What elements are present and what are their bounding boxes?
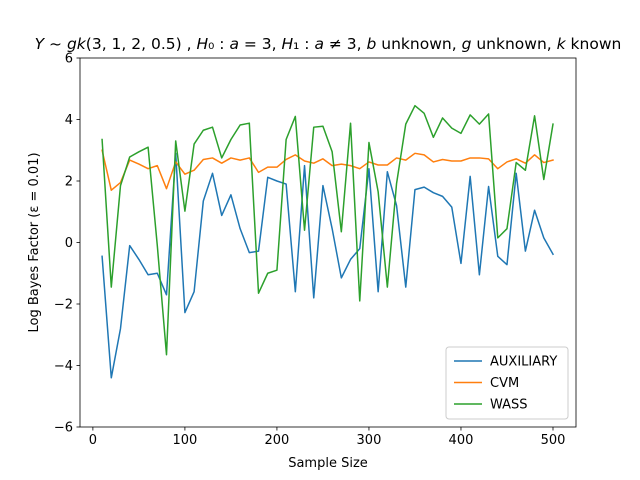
y-tick-label: 2 [65,175,73,190]
plot-layer [101,104,555,379]
x-tick-label: 300 [357,433,382,448]
legend-layer: AUXILIARY CVM WASS [445,346,569,420]
y-axis-label: Log Bayes Factor (ε = 0.01) [27,152,42,332]
x-tick-label: 500 [541,433,566,448]
x-tick-label: 100 [172,433,197,448]
chart-title: Y ~ gk(3, 1, 2, 0.5) , H₀ : a = 3, H₁ : … [35,35,622,53]
y-tick-label: −2 [54,298,73,313]
legend-label-auxiliary: AUXILIARY [490,355,557,370]
legend-label-wass: WASS [490,398,528,413]
axes-layer: 0 100 200 300 400 500 −6 −4 −2 0 2 4 6 Sample Size Log… [27,52,577,471]
x-axis-label: Sample Size [288,456,368,471]
x-tick-label: 0 [89,433,97,448]
x-tick-label: 400 [449,433,474,448]
y-tick-label: −6 [54,421,73,436]
y-tick-label: 4 [65,113,73,128]
x-tick-label: 200 [265,433,290,448]
legend-label-cvm: CVM [490,376,519,391]
legend-box [445,346,569,420]
series-line-wass [101,104,554,356]
series-line-cvm [101,149,554,191]
y-tick-label: −4 [54,359,73,374]
series-lines [101,104,555,379]
title-layer: Y ~ gk(3, 1, 2, 0.5) , H₀ : a = 3, H₁ : … [35,35,622,53]
y-tick-label: 6 [65,52,73,67]
series-line-auxiliary [101,152,555,379]
y-tick-label: 0 [65,236,73,251]
